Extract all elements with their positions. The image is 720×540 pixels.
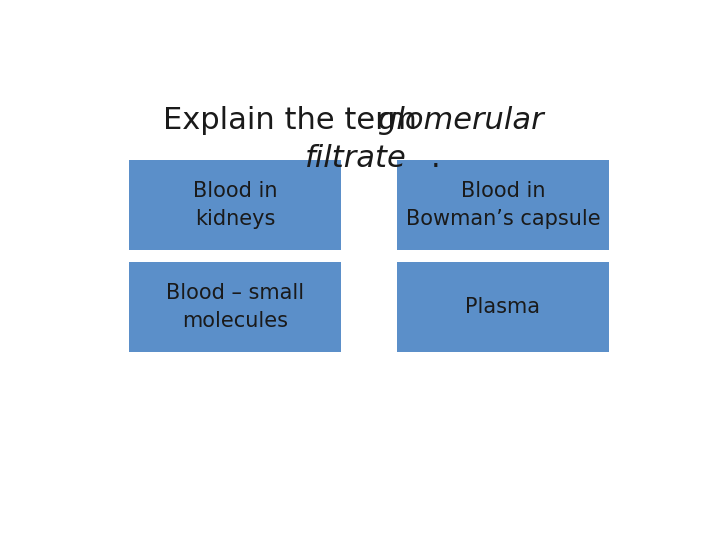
FancyBboxPatch shape	[129, 160, 341, 250]
Text: filtrate: filtrate	[305, 144, 407, 173]
Text: Blood in
kidneys: Blood in kidneys	[193, 181, 277, 229]
Text: Plasma: Plasma	[465, 297, 541, 317]
FancyBboxPatch shape	[129, 262, 341, 352]
Text: Blood in
Bowman’s capsule: Blood in Bowman’s capsule	[405, 181, 600, 229]
Text: glomerular: glomerular	[377, 106, 544, 136]
FancyBboxPatch shape	[397, 262, 609, 352]
Text: Explain the term: Explain the term	[163, 106, 426, 136]
FancyBboxPatch shape	[397, 160, 609, 250]
Text: Blood – small
molecules: Blood – small molecules	[166, 283, 304, 331]
Text: .: .	[431, 144, 440, 173]
